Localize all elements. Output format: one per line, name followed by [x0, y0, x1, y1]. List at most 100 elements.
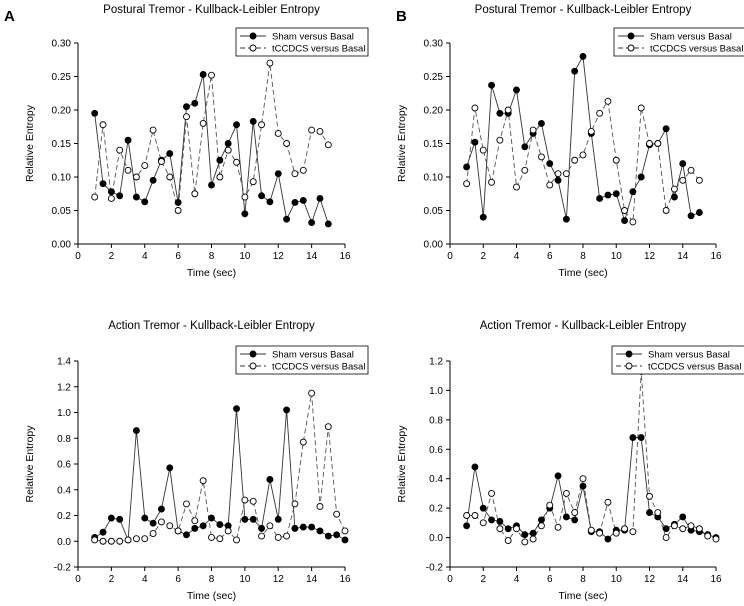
- x-axis-label: Time (sec): [558, 267, 607, 279]
- data-point-tccdcs: [274, 533, 282, 541]
- data-point-tccdcs: [107, 537, 115, 545]
- data-point-tccdcs: [299, 166, 307, 174]
- legend-marker: [625, 362, 633, 370]
- data-point-tccdcs: [463, 512, 471, 519]
- data-point-tccdcs: [166, 173, 174, 181]
- legend-marker: [625, 350, 633, 358]
- data-point-tccdcs: [316, 503, 324, 510]
- data-point-tccdcs: [183, 113, 190, 121]
- x-axis-label: Time (sec): [187, 590, 236, 602]
- x-tick-label: 10: [611, 574, 623, 585]
- data-point-sham: [679, 513, 687, 521]
- data-point-sham: [537, 516, 545, 524]
- data-point-sham: [546, 160, 554, 168]
- data-point-tccdcs: [471, 512, 479, 519]
- x-tick-label: 2: [109, 251, 115, 262]
- x-tick-label: 10: [239, 251, 251, 262]
- x-tick-label: 16: [710, 251, 722, 262]
- y-tick-label: 0.10: [52, 173, 72, 184]
- data-point-tccdcs: [216, 173, 224, 181]
- data-point-sham: [249, 117, 257, 125]
- data-point-sham: [124, 136, 132, 144]
- data-point-tccdcs: [488, 178, 496, 186]
- data-point-tccdcs: [249, 178, 257, 186]
- y-tick-label: 0.25: [52, 72, 72, 83]
- data-point-sham: [99, 528, 107, 536]
- y-tick-label: 0.05: [424, 206, 444, 217]
- x-tick-label: 16: [339, 251, 351, 262]
- data-point-tccdcs: [554, 170, 562, 178]
- data-point-tccdcs: [199, 119, 207, 127]
- y-axis-label: Relative Entropy: [396, 425, 408, 503]
- data-point-tccdcs: [258, 121, 266, 129]
- data-point-sham: [521, 143, 529, 151]
- x-tick-label: 0: [75, 251, 81, 262]
- data-point-sham: [291, 199, 299, 206]
- data-point-sham: [191, 99, 199, 107]
- x-tick-label: 16: [339, 574, 351, 585]
- data-point-tccdcs: [604, 97, 612, 105]
- data-point-sham: [562, 513, 570, 521]
- data-point-tccdcs: [191, 190, 199, 198]
- y-tick-label: 0.4: [429, 474, 443, 485]
- y-tick-label: 0.8: [429, 415, 443, 426]
- data-point-sham: [199, 71, 207, 78]
- data-point-sham: [107, 188, 115, 196]
- data-point-sham: [141, 198, 149, 206]
- x-tick-label: 8: [209, 574, 215, 585]
- y-tick-label: 0.2: [429, 504, 443, 515]
- data-point-sham: [621, 217, 629, 225]
- y-tick-label: 0.20: [424, 106, 444, 117]
- data-point-tccdcs: [504, 106, 512, 114]
- series-line-tccdcs: [94, 63, 329, 211]
- data-point-tccdcs: [529, 126, 537, 134]
- data-point-sham: [471, 463, 479, 471]
- legend-marker: [249, 362, 257, 370]
- x-tick-label: 8: [209, 251, 215, 262]
- data-point-sham: [562, 215, 570, 223]
- data-point-sham: [513, 86, 520, 94]
- y-tick-label: 1.0: [57, 408, 71, 419]
- data-point-sham: [579, 482, 587, 490]
- y-tick-label: 0.8: [57, 434, 71, 445]
- data-point-sham: [91, 109, 99, 117]
- data-point-tccdcs: [308, 389, 316, 397]
- data-point-tccdcs: [546, 181, 554, 189]
- data-point-sham: [149, 176, 157, 184]
- data-point-tccdcs: [571, 156, 579, 164]
- data-point-sham: [216, 156, 224, 164]
- x-tick-label: 10: [239, 574, 251, 585]
- data-point-tccdcs: [233, 158, 240, 166]
- y-tick-label: 0.4: [57, 485, 71, 496]
- data-point-sham: [324, 532, 332, 540]
- y-tick-label: 1.2: [57, 382, 71, 393]
- y-axis-label: Relative Entropy: [24, 425, 36, 503]
- data-point-sham: [241, 515, 249, 523]
- data-point-tccdcs: [504, 537, 512, 544]
- y-tick-label: 0.15: [52, 139, 72, 150]
- data-point-tccdcs: [670, 522, 678, 530]
- x-tick-label: 0: [75, 574, 81, 585]
- legend-box: [611, 345, 744, 375]
- data-point-tccdcs: [629, 218, 637, 226]
- x-tick-label: 4: [142, 251, 148, 262]
- data-point-sham: [316, 527, 324, 535]
- data-point-sham: [571, 516, 579, 524]
- data-point-sham: [258, 524, 266, 532]
- data-point-tccdcs: [612, 529, 620, 537]
- x-tick-label: 6: [175, 251, 181, 262]
- data-point-tccdcs: [299, 438, 307, 446]
- y-tick-label: -0.2: [54, 563, 72, 574]
- y-axis-label: Relative Entropy: [396, 104, 408, 182]
- data-point-tccdcs: [258, 532, 266, 540]
- data-point-tccdcs: [266, 59, 274, 67]
- y-axis-label: Relative Entropy: [24, 104, 36, 182]
- y-tick-label: 0.10: [424, 173, 444, 184]
- data-point-sham: [107, 514, 115, 522]
- x-tick-label: 14: [306, 574, 318, 585]
- x-tick-label: 8: [580, 251, 586, 262]
- legend-label: Sham versus Basal: [650, 32, 732, 43]
- y-tick-label: 0.00: [52, 240, 72, 251]
- y-tick-label: 0.6: [429, 445, 443, 456]
